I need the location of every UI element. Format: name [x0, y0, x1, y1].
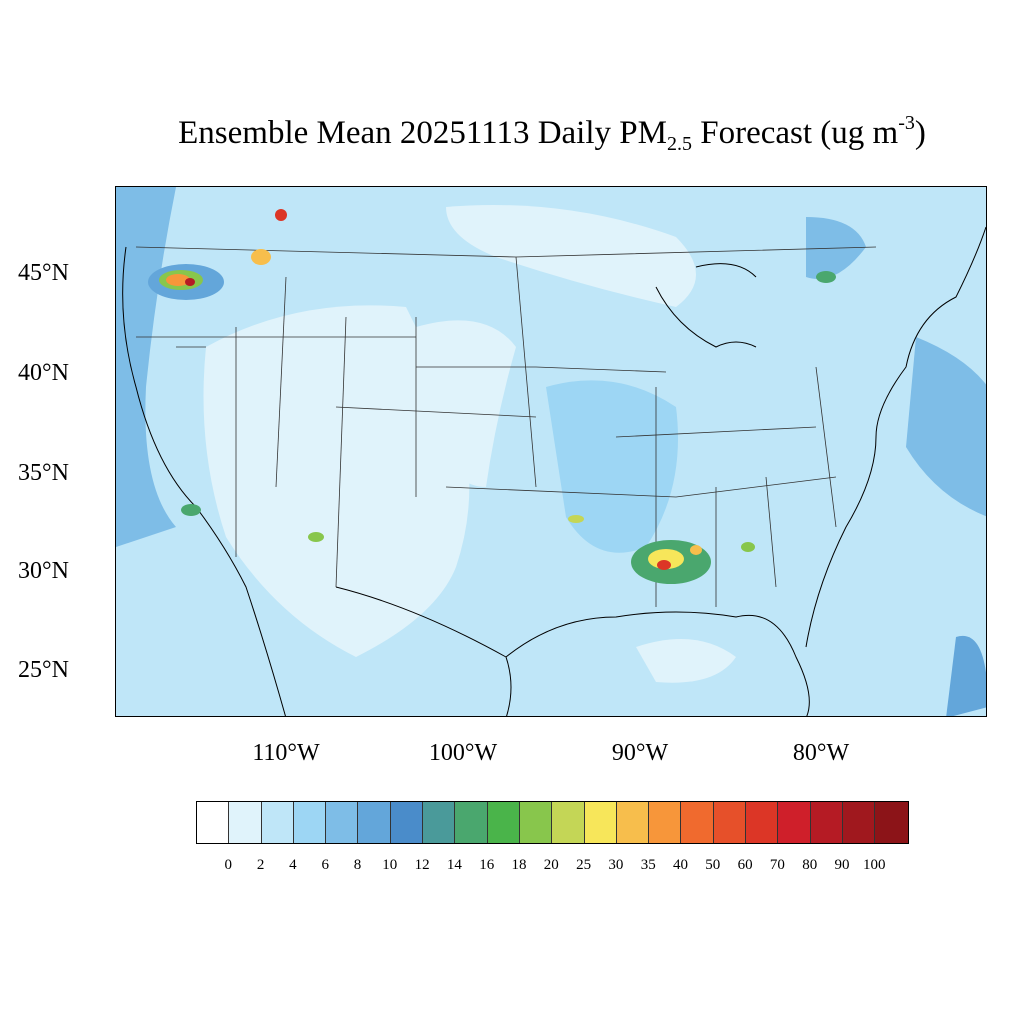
lat-label-25n: 25°N [18, 657, 69, 683]
lat-label-35n: 35°N [18, 460, 69, 486]
colorbar-tick-label: 100 [863, 857, 886, 873]
colorbar-tick-label: 80 [802, 857, 818, 873]
colorbar-box [487, 802, 520, 843]
hotspot-idaho [251, 249, 271, 265]
colorbar-tick-label: 2 [256, 857, 265, 873]
hotspot-south-mid [648, 549, 684, 569]
atlantic-offshore-zone [906, 337, 986, 517]
colorbar-box [875, 802, 908, 843]
pm25-map [115, 186, 987, 717]
colorbar-box [390, 802, 424, 843]
colorbar-tick-label: 10 [382, 857, 398, 873]
colorbar-tick-label: 40 [673, 857, 688, 873]
midwest-zone [546, 380, 678, 553]
lon-label-80w: 80°W [792, 740, 850, 766]
colorbar-tick-label: 90 [834, 857, 850, 873]
colorbar-box [261, 802, 294, 843]
colorbar-box [229, 802, 262, 843]
colorbar-tick-label: 20 [543, 857, 559, 873]
colorbar-box [552, 802, 585, 843]
colorbar-box [842, 802, 876, 843]
colorbar-tick-label: 50 [705, 857, 721, 873]
colorbar-box [616, 802, 650, 843]
colorbar-tick-label: 6 [321, 857, 329, 873]
pacific-coast-zone [116, 187, 176, 547]
colorbar-box [326, 802, 359, 843]
lon-label-110w: 110°W [252, 740, 320, 766]
lon-label-90w: 90°W [611, 740, 669, 766]
colorbar-box [649, 802, 682, 843]
colorbar-box [293, 802, 327, 843]
hotspot-oregon-inner [166, 274, 190, 286]
colorbar-box [197, 802, 230, 843]
colorbar-tick-label: 35 [640, 857, 656, 873]
pm25-map-svg [116, 187, 986, 716]
hotspot-arkansas [568, 515, 584, 523]
colorbar [196, 801, 909, 844]
colorbar-tick-label: 0 [224, 857, 233, 873]
colorbar-tick-label: 25 [576, 857, 592, 873]
plains-clean-zone [416, 320, 516, 487]
colorbar-box [746, 802, 779, 843]
colorbar-box [584, 802, 617, 843]
colorbar-tick-label: 8 [353, 857, 362, 873]
lat-label-45n: 45°N [18, 260, 69, 286]
hotspot-oregon-core [185, 278, 195, 286]
lon-label-100w: 100°W [428, 740, 498, 766]
colorbar-tick-label: 30 [608, 857, 624, 873]
colorbar-tick-label: 18 [511, 857, 527, 873]
colorbar-box [778, 802, 811, 843]
colorbar-box [519, 802, 553, 843]
colorbar-tick-label: 16 [479, 857, 495, 873]
northern-clean-zone [446, 205, 696, 307]
colorbar-tick-label: 12 [414, 857, 430, 873]
pollution-hotspots [148, 209, 836, 584]
hotspot-georgia [741, 542, 755, 552]
rockies-clean-zone [203, 305, 470, 657]
hotspot-arizona [308, 532, 324, 542]
colorbar-tick-label: 14 [446, 857, 462, 873]
hotspot-socal [181, 504, 201, 516]
lat-label-40n: 40°N [18, 360, 69, 386]
colorbar-box [713, 802, 747, 843]
colorbar-box [423, 802, 456, 843]
caribbean-zone [946, 635, 986, 716]
gulf-clean-zone [636, 639, 736, 683]
hotspot-montana [275, 209, 287, 221]
colorbar-box [455, 802, 488, 843]
colorbar-box [810, 802, 843, 843]
lat-label-30n: 30°N [18, 558, 69, 584]
hotspot-south-core [657, 560, 671, 570]
colorbar-tick-label: 70 [769, 857, 785, 873]
hotspot-northeast [816, 271, 836, 283]
colorbar-box [681, 802, 714, 843]
hotspot-alabama [690, 545, 702, 555]
colorbar-tick-label: 60 [737, 857, 753, 873]
map-title: Ensemble Mean 20251113 Daily PM2.5 Forec… [178, 112, 926, 155]
colorbar-tick-label: 4 [289, 857, 297, 873]
colorbar-box [358, 802, 391, 843]
